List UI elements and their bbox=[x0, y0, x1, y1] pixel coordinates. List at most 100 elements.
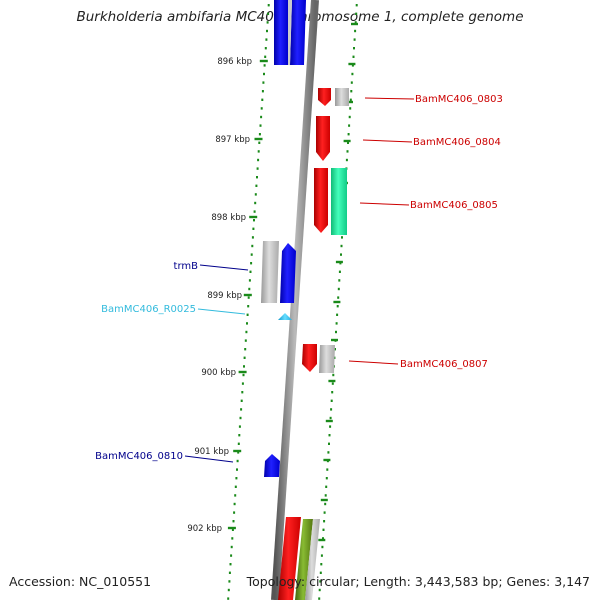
gene-glyph-blue[interactable] bbox=[274, 0, 288, 65]
track-dot bbox=[331, 382, 334, 385]
track-dot bbox=[258, 133, 261, 136]
gene-glyph-red[interactable] bbox=[314, 168, 328, 233]
track-dot bbox=[321, 545, 324, 549]
gene-glyph-blue[interactable] bbox=[290, 0, 306, 65]
track-dot bbox=[236, 459, 239, 463]
track-dot bbox=[335, 330, 337, 334]
track-dot bbox=[348, 115, 351, 119]
track-dot bbox=[258, 141, 261, 144]
track-dot bbox=[260, 115, 263, 119]
gene-glyph-blue[interactable] bbox=[264, 454, 280, 477]
gene-glyph-gray[interactable] bbox=[319, 345, 335, 373]
feature-label[interactable]: BamMC406_0805 bbox=[410, 200, 498, 211]
gene-glyph-green[interactable] bbox=[331, 168, 347, 235]
track-dot bbox=[255, 184, 258, 187]
track-dot bbox=[325, 477, 328, 480]
track-dot bbox=[232, 520, 235, 523]
track-dot bbox=[228, 580, 231, 583]
track-dot bbox=[247, 296, 250, 299]
track-major-tick bbox=[333, 300, 341, 304]
track-dot bbox=[318, 597, 321, 600]
track-dot bbox=[256, 176, 258, 179]
feature-label[interactable]: BamMC406_0803 bbox=[415, 94, 503, 105]
track-dot bbox=[345, 158, 348, 162]
label-leader bbox=[348, 360, 399, 365]
feature-label[interactable]: BamMC406_0804 bbox=[413, 137, 501, 148]
track-dot bbox=[245, 330, 248, 334]
track-dot bbox=[234, 494, 237, 497]
track-dot bbox=[267, 4, 270, 7]
track-dot bbox=[229, 563, 232, 566]
track-dot bbox=[320, 554, 323, 557]
gene-glyph-red[interactable] bbox=[278, 517, 301, 600]
track-dot bbox=[330, 399, 333, 402]
track-dot bbox=[254, 193, 257, 196]
track-dot bbox=[251, 236, 254, 239]
left-tick-track bbox=[227, 4, 270, 600]
gene-glyph-olive[interactable] bbox=[295, 519, 313, 600]
track-dot bbox=[248, 287, 251, 291]
label-leader bbox=[364, 97, 415, 100]
feature-labels: BamMC406_0803 BamMC406_0804 BamMC406_080… bbox=[95, 94, 503, 463]
track-dot bbox=[243, 356, 246, 359]
scale-label: 896 kbp bbox=[217, 57, 252, 67]
track-dot bbox=[347, 133, 350, 136]
track-dot bbox=[338, 270, 341, 273]
genome-summary: Topology: circular; Length: 3,443,583 bp… bbox=[246, 574, 590, 589]
track-dot bbox=[257, 158, 260, 162]
feature-label[interactable]: BamMC406_0807 bbox=[400, 359, 488, 370]
scale-labels: 896 kbp 897 kbp 898 kbp 899 kbp 900 kbp … bbox=[187, 57, 252, 534]
gene-glyph-gray[interactable] bbox=[305, 519, 320, 600]
track-major-tick bbox=[331, 338, 338, 342]
gene-glyph-gray[interactable] bbox=[288, 0, 292, 65]
accession-label: Accession: NC_010551 bbox=[9, 574, 152, 589]
track-dot bbox=[239, 416, 242, 420]
gene-glyph-gray[interactable] bbox=[261, 241, 279, 303]
track-dot bbox=[240, 399, 243, 402]
feature-label[interactable]: trmB bbox=[174, 261, 199, 272]
track-dot bbox=[336, 313, 339, 316]
track-dot bbox=[230, 554, 233, 557]
track-dot bbox=[352, 55, 355, 58]
gene-glyph-red[interactable] bbox=[302, 344, 317, 372]
track-dot bbox=[248, 279, 251, 282]
track-major-tick bbox=[318, 538, 326, 542]
gene-glyph-red[interactable] bbox=[316, 116, 330, 161]
track-dot bbox=[260, 107, 263, 110]
feature-label[interactable]: BamMC406_0810 bbox=[95, 451, 183, 462]
track-major-tick bbox=[335, 260, 343, 264]
track-dot bbox=[247, 305, 250, 308]
track-dot bbox=[261, 98, 264, 101]
track-dot bbox=[350, 81, 353, 84]
track-dot bbox=[253, 219, 255, 222]
track-dot bbox=[266, 29, 268, 33]
gene-glyph-red[interactable] bbox=[318, 88, 331, 106]
gene-glyph-blue[interactable] bbox=[280, 243, 296, 303]
track-dot bbox=[322, 528, 325, 531]
track-dot bbox=[242, 373, 245, 377]
track-dot bbox=[327, 451, 330, 454]
scale-label: 901 kbp bbox=[194, 447, 229, 457]
track-dot bbox=[348, 124, 351, 127]
track-dot bbox=[251, 244, 254, 248]
track-dot bbox=[263, 64, 266, 67]
track-dot bbox=[328, 442, 330, 445]
track-dot bbox=[262, 81, 265, 84]
track-dot bbox=[340, 244, 343, 248]
track-major-tick bbox=[323, 458, 331, 462]
track-major-tick bbox=[227, 526, 236, 530]
track-dot bbox=[230, 545, 233, 549]
track-dot bbox=[319, 580, 322, 583]
genome-backbone bbox=[271, 0, 319, 600]
scale-label: 899 kbp bbox=[207, 291, 242, 301]
track-dot bbox=[228, 571, 231, 574]
track-major-tick bbox=[348, 62, 356, 66]
track-dot bbox=[253, 210, 256, 213]
track-dot bbox=[338, 279, 341, 282]
track-dot bbox=[235, 477, 238, 480]
gene-glyph-gray[interactable] bbox=[335, 88, 349, 106]
feature-label[interactable]: BamMC406_R0025 bbox=[101, 304, 196, 315]
track-dot bbox=[263, 72, 265, 76]
rna-glyph[interactable] bbox=[278, 313, 292, 320]
